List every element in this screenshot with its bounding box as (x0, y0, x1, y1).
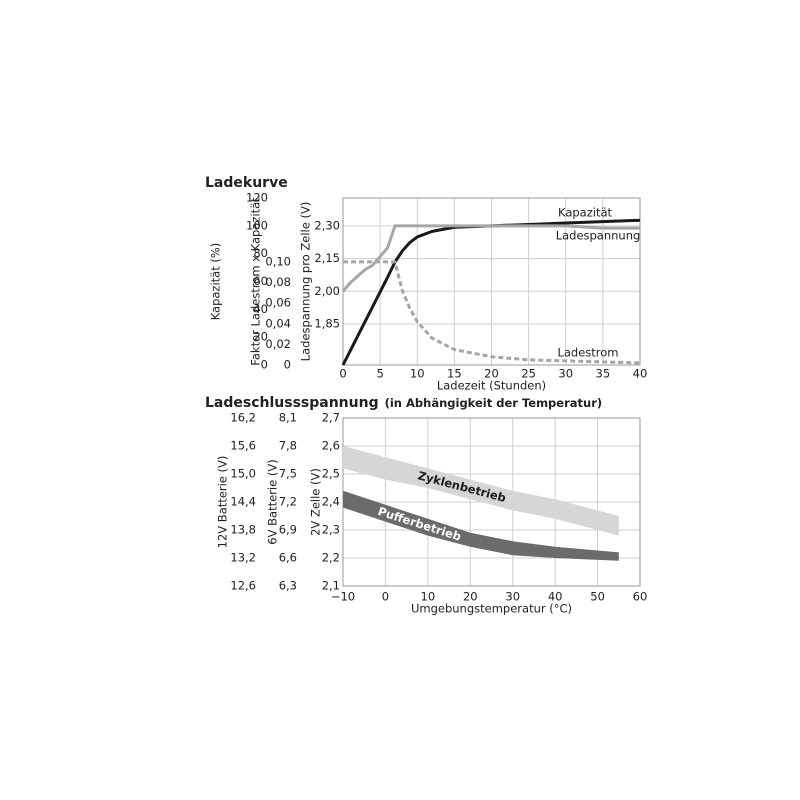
y-tick-label: 16,2 (230, 411, 256, 425)
y-tick-label: 2,5 (322, 467, 340, 481)
chart-subtitle: (in Abhängigkeit der Temperatur) (385, 396, 603, 410)
y-tick-label: 7,8 (279, 439, 297, 453)
y-tick-label: 14,4 (230, 495, 256, 509)
x-tick-label: 30 (505, 590, 520, 604)
y-tick-label: 60 (253, 274, 268, 288)
x-tick-label: 5 (376, 367, 383, 381)
y-tick-label: 15,0 (230, 467, 256, 481)
y-tick-label: 40 (253, 302, 268, 316)
y-tick-label: 2,1 (322, 579, 340, 593)
x-tick-label: −10 (331, 590, 355, 604)
data-line (343, 260, 641, 365)
plot-frame (342, 197, 641, 366)
y-tick-label: 2,00 (314, 284, 340, 298)
x-tick-label: 0 (382, 590, 389, 604)
x-tick-label: 20 (463, 590, 478, 604)
y-tick-label: 80 (253, 246, 268, 260)
y-tick-label: 120 (246, 191, 268, 205)
y-tick-label: 0,06 (265, 296, 291, 310)
x-tick-label: 20 (484, 367, 499, 381)
series-label: Ladestrom (557, 346, 618, 360)
x-tick-label: 35 (596, 367, 611, 381)
y-axis-label: Ladespannung pro Zelle (V) (299, 202, 313, 362)
y-axis-label: 6V Batterie (V) (266, 459, 280, 544)
y-tick-label: 0,04 (265, 316, 291, 330)
x-tick-label: 10 (410, 367, 425, 381)
x-tick-label: 40 (548, 590, 563, 604)
x-tick-label: 10 (421, 590, 436, 604)
series-label: Kapazität (558, 206, 613, 220)
y-tick-label: 2,30 (314, 218, 340, 232)
series-label: Ladespannung (556, 229, 641, 243)
x-tick-label: 50 (590, 590, 605, 604)
y-tick-label: 1,85 (314, 317, 340, 331)
data-band (343, 490, 619, 561)
y-tick-label: 20 (253, 330, 268, 344)
data-line (341, 224, 640, 293)
y-tick-label: 2,2 (322, 551, 340, 565)
chart-title: Ladekurve (205, 175, 288, 191)
y-axis-label: Faktor Ladestrom x Kapazität (249, 197, 263, 366)
y-tick-label: 15,6 (230, 439, 256, 453)
data-line (341, 218, 641, 366)
y-tick-label: 2,4 (322, 495, 340, 509)
x-axis-label: Ladezeit (Stunden) (437, 379, 546, 393)
x-tick-label: 25 (521, 367, 536, 381)
y-tick-label: 2,7 (322, 411, 340, 425)
x-tick-label: 0 (339, 367, 346, 381)
x-tick-label: 15 (447, 367, 462, 381)
y-tick-label: 7,5 (279, 467, 297, 481)
y-tick-label: 8,1 (279, 411, 297, 425)
y-tick-label: 2,3 (322, 523, 340, 537)
y-tick-label: 13,2 (230, 551, 256, 565)
y-tick-label: 0,02 (265, 337, 291, 351)
data-band (343, 446, 619, 536)
y-axis-label: Kapazität (%) (209, 243, 223, 321)
y-tick-label: 7,2 (279, 495, 297, 509)
y-tick-label: 2,6 (322, 439, 340, 453)
x-tick-label: 40 (633, 367, 648, 381)
y-tick-label: 0 (261, 358, 268, 372)
chart-title: Ladeschlussspannung (in Abhängigkeit der … (205, 395, 602, 411)
y-tick-label: 0,10 (265, 254, 291, 268)
x-axis-label: Umgebungstemperatur (°C) (411, 602, 572, 616)
y-tick-label: 6,3 (279, 579, 297, 593)
y-tick-label: 13,8 (230, 523, 256, 537)
chart-title-text: Ladeschlussspannung (205, 395, 379, 411)
x-tick-label: 30 (558, 367, 573, 381)
y-tick-label: 100 (246, 218, 268, 232)
y-tick-label: 0,08 (265, 275, 291, 289)
x-tick-label: 60 (633, 590, 648, 604)
y-tick-label: 6,9 (279, 523, 297, 537)
y-axis-label: 2V Zelle (V) (309, 468, 323, 536)
y-tick-label: 6,6 (279, 551, 297, 565)
y-tick-label: 0 (284, 358, 291, 372)
y-tick-label: 12,6 (230, 579, 256, 593)
y-tick-label: 2,15 (314, 251, 340, 265)
y-axis-label: 12V Batterie (V) (216, 456, 230, 549)
